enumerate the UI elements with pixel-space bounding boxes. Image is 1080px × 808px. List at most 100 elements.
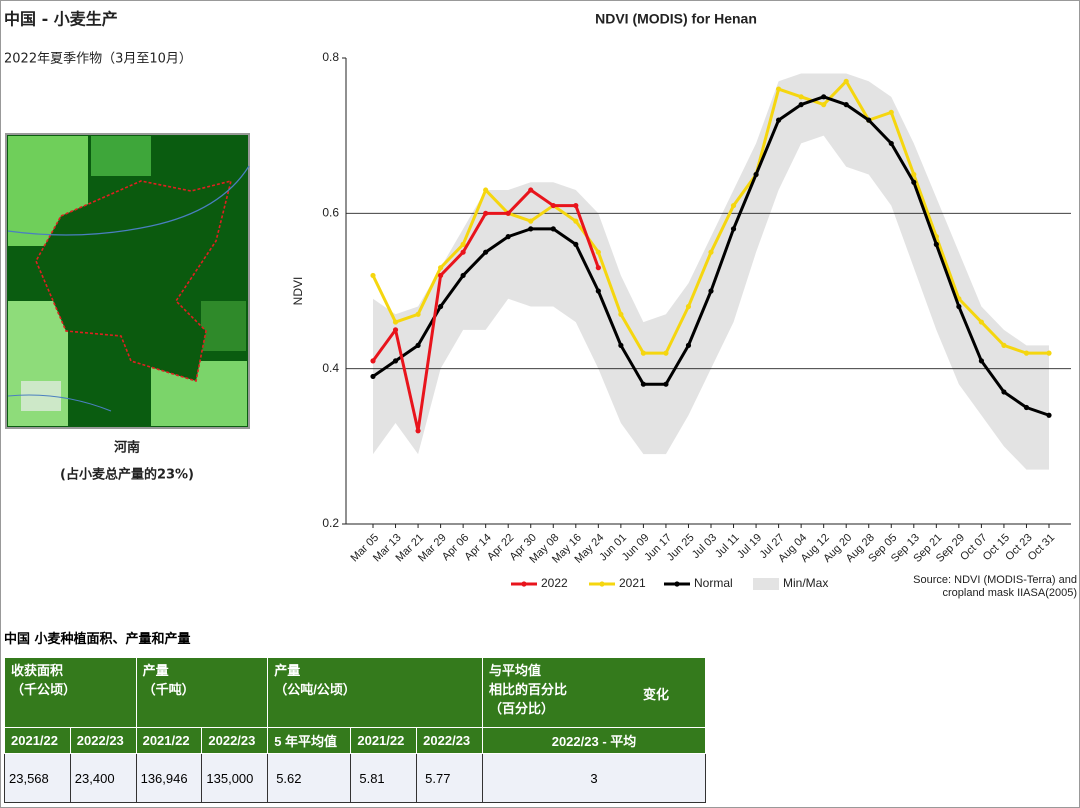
data-point: [843, 102, 849, 108]
data-cell: 23,568: [4, 753, 71, 803]
data-point: [708, 249, 714, 255]
legend-label: Min/Max: [783, 576, 828, 590]
y-tick-label: 0.6: [322, 206, 339, 220]
legend-label: Normal: [694, 576, 733, 590]
data-point: [505, 210, 511, 216]
data-point: [843, 78, 849, 84]
data-point: [573, 202, 579, 209]
subtitle: 2022年夏季作物（3月至10月）: [4, 52, 192, 67]
legend-label: 2022: [541, 576, 568, 590]
data-point: [866, 117, 872, 123]
header-text: 变化: [643, 687, 670, 702]
data-point: [483, 210, 489, 216]
data-point: [1023, 350, 1030, 356]
data-point: [370, 272, 376, 279]
data-row: 23,568 23,400 136,946 135,000 5.62 5.81 5.77 3: [4, 753, 706, 803]
data-point: [888, 140, 894, 147]
data-point: [798, 94, 804, 100]
source: cropland mask IIASA(2005): [942, 587, 1077, 599]
data-point: [956, 303, 962, 310]
header-cell: 产量 （公吨/公顷）: [267, 657, 483, 728]
data-point: [460, 249, 466, 255]
data-point: [528, 218, 534, 224]
subheader-cell: 2021/22: [135, 727, 203, 754]
header-text: （千吨）: [142, 682, 195, 697]
source: Source: NDVI (MODIS-Terra) and: [913, 574, 1077, 586]
data-point: [978, 319, 985, 325]
data-point: [438, 272, 444, 279]
data-point: [370, 373, 376, 380]
data-cell: 136,946: [135, 753, 203, 803]
data-point: [776, 86, 782, 92]
data-point: [911, 171, 917, 178]
data-point: [821, 94, 827, 100]
data-point: [708, 288, 714, 294]
subheader-row: 2021/22 2022/23 2021/22 2022/23 5 年平均值 2021/2…: [4, 727, 706, 754]
subheader-cell: 2022/23: [69, 727, 137, 754]
legend-swatch: [599, 581, 605, 587]
data-point: [685, 342, 692, 348]
data-point: [415, 342, 421, 348]
data-point: [438, 265, 444, 271]
data-point: [370, 358, 376, 364]
data-point: [550, 202, 556, 209]
data-cell: 5.77: [416, 753, 483, 803]
y-axis-label: NDVI: [291, 277, 305, 306]
data-point: [821, 102, 827, 108]
data-point: [933, 241, 939, 247]
header-text: 产量: [274, 663, 301, 678]
data-point: [573, 241, 579, 247]
legend-swatch: [521, 581, 527, 587]
data-point: [595, 249, 601, 255]
header-cell: 产量 （千吨）: [135, 657, 269, 728]
data-point: [618, 342, 624, 348]
min-max-band: [373, 73, 1049, 470]
data-point: [550, 226, 556, 232]
data-point: [663, 350, 669, 356]
header-text: （百分比）: [489, 701, 555, 716]
data-cell: 5.62: [267, 753, 352, 803]
subheader-cell: 2022/23 - 平均: [482, 727, 706, 754]
data-point: [640, 350, 647, 356]
data-cell: 3: [482, 753, 706, 803]
data-point: [1046, 350, 1052, 356]
legend-swatch: [674, 581, 680, 587]
data-point: [730, 226, 737, 232]
data-point: [483, 187, 489, 193]
subheader-cell: 2021/22: [350, 727, 418, 754]
map-label: 河南: [114, 440, 140, 456]
data-point: [1001, 389, 1007, 395]
data-point: [978, 358, 985, 364]
data-point: [888, 109, 894, 115]
legend-label: 2021: [619, 576, 646, 590]
header-text: 收获面积: [11, 663, 64, 678]
header-text: （千公顷）: [11, 682, 77, 697]
data-cell: 23,400: [69, 753, 137, 803]
subheader-cell: 2022/23: [416, 727, 483, 754]
header-text: （公吨/公顷）: [274, 682, 356, 697]
subheader-cell: 2022/23: [201, 727, 269, 754]
table-title: 中国 小麦种植面积、产量和产量: [4, 632, 191, 647]
data-point: [392, 319, 399, 325]
data-point: [392, 327, 399, 333]
data-point: [1046, 412, 1052, 418]
data-point: [776, 117, 782, 123]
data-point: [528, 226, 534, 232]
data-point: [595, 265, 601, 271]
header-text: 产量: [142, 663, 169, 678]
y-tick-label: 0.4: [322, 361, 339, 375]
data-point: [415, 311, 421, 317]
data-point: [753, 171, 759, 178]
data-point: [438, 303, 444, 310]
y-tick-label: 0.8: [322, 50, 339, 64]
data-point: [663, 381, 669, 387]
data-point: [1023, 404, 1030, 411]
header-text: 与平均值: [489, 663, 542, 678]
data-point: [1001, 342, 1007, 348]
table: 收获面积 （千公顷） 产量 （千吨） 产量 （公吨/公顷） 与平均值相比的百分比 （百分…: [4, 657, 706, 803]
x-tick-label: Jul 19: [735, 532, 764, 561]
subheader-cell: 5 年平均值: [267, 727, 352, 754]
data-point: [685, 303, 692, 310]
header-text: 相比的百分比: [489, 682, 568, 697]
